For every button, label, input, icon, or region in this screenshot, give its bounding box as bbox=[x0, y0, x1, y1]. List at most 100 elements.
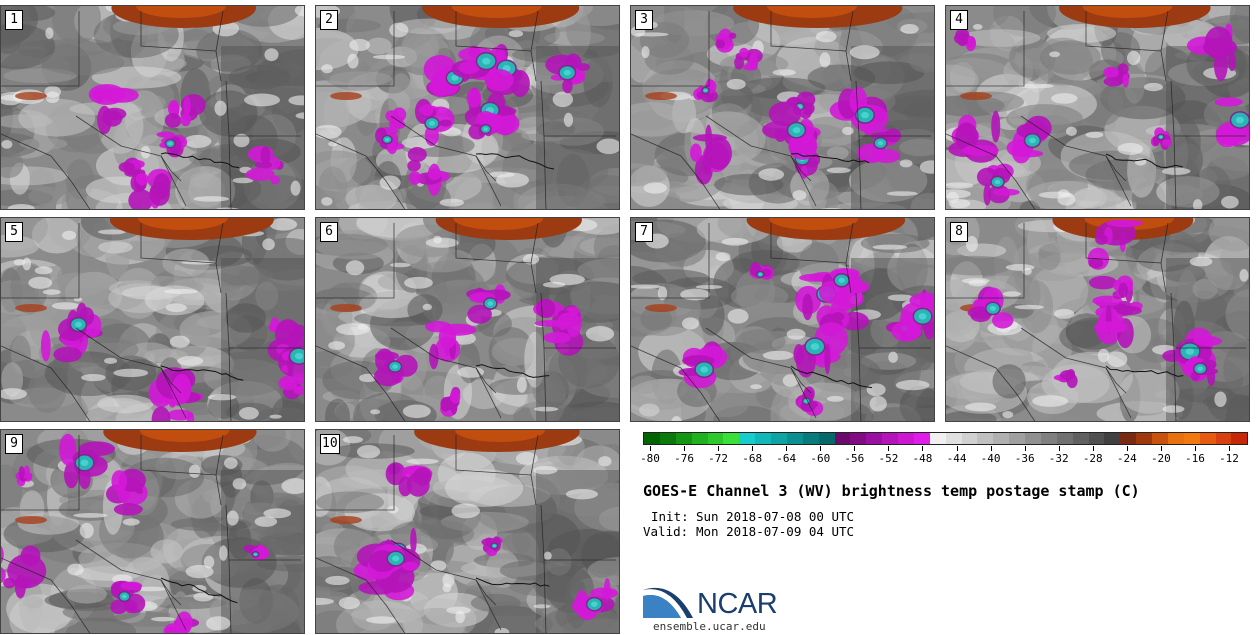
map-panel-4: 4 bbox=[945, 5, 1250, 210]
tick-mark bbox=[854, 446, 856, 451]
colorbar-segment bbox=[1183, 433, 1200, 444]
colorbar-segment bbox=[1040, 433, 1057, 444]
colorbar-segment bbox=[1167, 433, 1184, 444]
water-vapor-map bbox=[946, 218, 1249, 421]
tick-mark bbox=[650, 446, 651, 451]
tick-mark bbox=[990, 446, 992, 451]
colorbar-segment bbox=[913, 433, 930, 444]
colorbar-segment bbox=[723, 433, 740, 444]
colorbar-segment bbox=[1056, 433, 1073, 444]
tick-mark bbox=[1024, 446, 1026, 451]
water-vapor-map bbox=[1, 430, 304, 633]
panel-number: 7 bbox=[635, 222, 653, 242]
tick-label: -12 bbox=[1219, 452, 1239, 465]
water-vapor-map bbox=[316, 430, 619, 633]
colorbar-segment bbox=[961, 433, 978, 444]
tick-mark bbox=[1160, 446, 1162, 451]
map-panel-2: 2 bbox=[315, 5, 620, 210]
tick-label: -16 bbox=[1185, 452, 1205, 465]
water-vapor-map bbox=[631, 6, 934, 209]
colorbar-segment bbox=[675, 433, 692, 444]
tick-label: -32 bbox=[1048, 452, 1069, 465]
tick-label: -36 bbox=[1014, 452, 1035, 465]
map-panel-3: 3 bbox=[630, 5, 935, 210]
colorbar-segment bbox=[929, 433, 946, 444]
panel-number: 6 bbox=[320, 222, 338, 242]
init-label: Init: bbox=[651, 509, 689, 524]
panel-number: 3 bbox=[635, 10, 653, 30]
colorbar-segment bbox=[1009, 433, 1025, 444]
tick-label: -20 bbox=[1150, 452, 1171, 465]
colorbar-segment bbox=[1072, 433, 1089, 444]
colorbar-segment bbox=[659, 433, 676, 444]
colorbar-segment bbox=[755, 433, 771, 444]
colorbar-segment bbox=[1104, 433, 1121, 444]
colorbar-segment bbox=[1088, 433, 1105, 444]
water-vapor-map bbox=[1, 6, 304, 209]
panel-number: 10 bbox=[320, 434, 340, 454]
colorbar bbox=[643, 432, 1248, 445]
colorbar-segment bbox=[707, 433, 724, 444]
panel-number: 4 bbox=[950, 10, 968, 30]
ncar-logo-icon bbox=[643, 587, 693, 618]
colorbar-segment bbox=[1136, 433, 1152, 444]
colorbar-segment bbox=[882, 433, 898, 444]
tick-label: -76 bbox=[674, 452, 694, 465]
colorbar-segment bbox=[993, 433, 1010, 444]
tick-mark bbox=[1092, 446, 1094, 451]
colorbar-segment bbox=[644, 433, 660, 444]
colorbar-segment bbox=[1199, 433, 1216, 444]
tick-label: -56 bbox=[844, 452, 865, 465]
tick-label: -48 bbox=[912, 452, 933, 465]
map-panel-5: 5 bbox=[0, 217, 305, 422]
map-panel-7: 7 bbox=[630, 217, 935, 422]
colorbar-segment bbox=[866, 433, 883, 444]
water-vapor-map bbox=[316, 6, 619, 209]
colorbar-segment bbox=[1152, 433, 1168, 444]
tick-label: -28 bbox=[1082, 452, 1103, 465]
colorbar-segment bbox=[771, 433, 787, 444]
colorbar-segment bbox=[1120, 433, 1137, 444]
panel-number: 8 bbox=[950, 222, 968, 242]
tick-mark bbox=[888, 446, 890, 451]
colorbar-segment bbox=[802, 433, 819, 444]
colorbar-segment bbox=[945, 433, 962, 444]
colorbar-segment bbox=[1025, 433, 1041, 444]
map-panel-8: 8 bbox=[945, 217, 1250, 422]
colorbar-segment bbox=[818, 433, 835, 444]
colorbar-segment bbox=[977, 433, 994, 444]
tick-mark bbox=[684, 446, 686, 451]
panel-number: 1 bbox=[5, 10, 23, 30]
tick-label: -24 bbox=[1116, 452, 1137, 465]
tick-label: -52 bbox=[878, 452, 899, 465]
tick-mark bbox=[718, 446, 720, 451]
logo-text: NCAR bbox=[697, 588, 778, 620]
colorbar-segment bbox=[786, 433, 803, 444]
colorbar-segment bbox=[834, 433, 851, 444]
tick-mark bbox=[956, 446, 958, 451]
tick-label: -44 bbox=[946, 452, 967, 465]
colorbar-segment bbox=[739, 433, 756, 444]
init-value: Sun 2018-07-08 00 UTC bbox=[696, 509, 855, 524]
tick-mark bbox=[1058, 446, 1060, 451]
tick-mark bbox=[1229, 446, 1230, 451]
water-vapor-map bbox=[316, 218, 619, 421]
tick-label: -80 bbox=[640, 452, 660, 465]
panel-number: 5 bbox=[5, 222, 23, 242]
tick-label: -60 bbox=[810, 452, 831, 465]
tick-mark bbox=[820, 446, 822, 451]
water-vapor-map bbox=[946, 6, 1249, 209]
colorbar-segment bbox=[1231, 433, 1248, 444]
panel-number: 9 bbox=[5, 434, 23, 454]
water-vapor-map bbox=[1, 218, 304, 421]
water-vapor-map bbox=[631, 218, 934, 421]
colorbar-segment bbox=[691, 433, 708, 444]
colorbar-segment bbox=[850, 433, 867, 444]
colorbar-ticks: -80 -76 -72 -68 -64 -60 -56 -52 -48 -44 … bbox=[640, 446, 1248, 468]
map-panel-9: 9 bbox=[0, 429, 305, 634]
colorbar-segment bbox=[898, 433, 914, 444]
tick-mark bbox=[922, 446, 924, 451]
figure-title: GOES-E Channel 3 (WV) brightness temp po… bbox=[643, 482, 1140, 500]
website-url: ensemble.ucar.edu bbox=[653, 620, 766, 633]
tick-mark bbox=[1194, 446, 1196, 451]
